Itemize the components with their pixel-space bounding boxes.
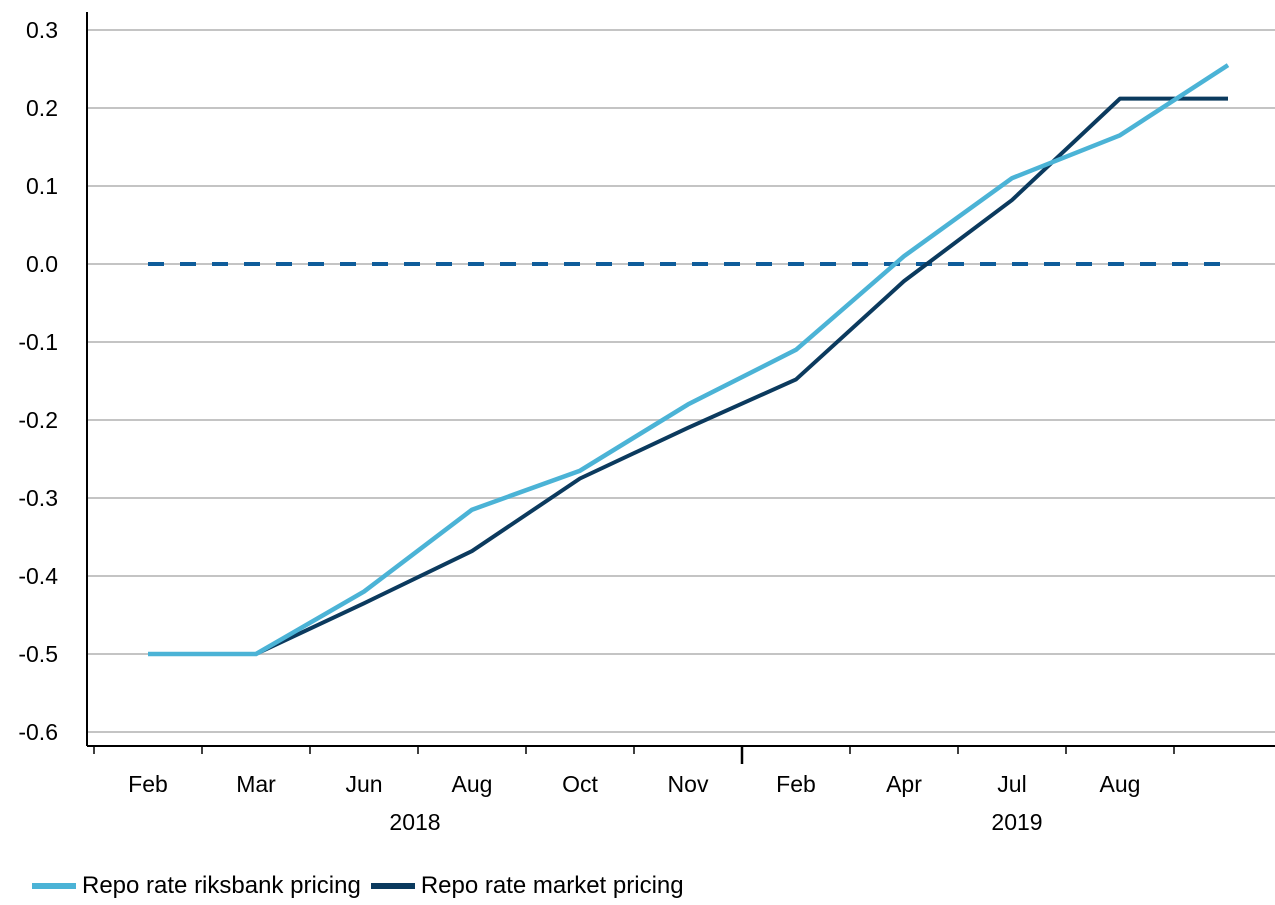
y-tick-label: 0.1 xyxy=(26,173,58,199)
y-tick-label: -0.5 xyxy=(18,641,58,667)
legend-label-riksbank: Repo rate riksbank pricing xyxy=(82,872,361,899)
y-tick-label: -0.3 xyxy=(18,485,58,511)
series-lines xyxy=(148,63,1230,657)
legend: Repo rate riksbank pricing Repo rate mar… xyxy=(32,872,694,900)
y-tick-label: -0.1 xyxy=(18,329,58,355)
y-tick-label: 0.2 xyxy=(26,95,58,121)
y-tick-label: 0.0 xyxy=(26,251,58,277)
x-year-label: 2019 xyxy=(991,809,1042,835)
x-tick-label: Feb xyxy=(776,771,816,797)
x-tick-labels: Feb Mar Jun Aug Oct Nov Feb Apr Jul Aug 2018 2019 xyxy=(128,771,1140,835)
x-tick-label: Jul xyxy=(997,771,1026,797)
grid-lines xyxy=(87,29,1275,733)
y-tick-label: -0.2 xyxy=(18,407,58,433)
legend-label-market: Repo rate market pricing xyxy=(420,872,684,899)
x-tick-label: Apr xyxy=(886,771,922,797)
series-line-riksbank xyxy=(148,63,1230,657)
x-tick-label: Feb xyxy=(128,771,168,797)
legend-item-market: Repo rate market pricing xyxy=(370,872,684,900)
x-tick-label: Nov xyxy=(668,771,709,797)
legend-swatch-riksbank xyxy=(32,883,76,889)
x-tick-label: Oct xyxy=(562,771,598,797)
y-tick-labels: 0.3 0.2 0.1 0.0 -0.1 -0.2 -0.3 -0.4 -0.5 -0.6 xyxy=(18,17,58,745)
x-tick-label: Aug xyxy=(1100,771,1141,797)
series-line-market xyxy=(148,96,1228,656)
x-tick-label: Aug xyxy=(452,771,493,797)
y-tick-label: 0.3 xyxy=(26,17,58,43)
x-year-label: 2018 xyxy=(389,809,440,835)
legend-swatch-market xyxy=(370,883,415,889)
x-tick-label: Jun xyxy=(345,771,382,797)
axes xyxy=(86,12,1275,764)
legend-item-riksbank: Repo rate riksbank pricing xyxy=(32,872,361,900)
y-tick-label: -0.4 xyxy=(18,563,58,589)
x-tick-label: Mar xyxy=(236,771,276,797)
y-tick-label: -0.6 xyxy=(18,719,58,745)
